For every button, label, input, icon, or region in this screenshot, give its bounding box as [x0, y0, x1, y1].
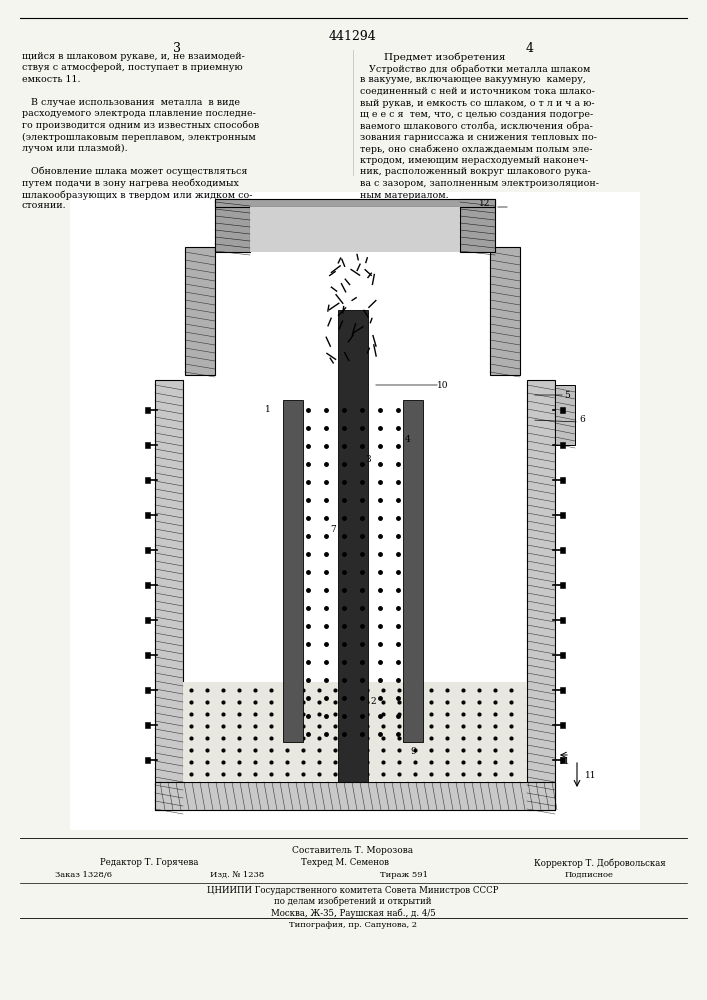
Text: 5: 5	[564, 390, 570, 399]
Text: 3: 3	[366, 456, 370, 464]
Bar	[560, 407, 565, 413]
Text: лучом или плазмой).: лучом или плазмой).	[22, 144, 128, 153]
Text: ваемого шлакового столба, исключения обра-: ваемого шлакового столба, исключения обр…	[360, 121, 593, 131]
Text: го производится одним из известных способов: го производится одним из известных спосо…	[22, 121, 259, 130]
Bar	[145, 477, 150, 483]
Text: вый рукав, и емкость со шлаком, о т л и ч а ю-: вый рукав, и емкость со шлаком, о т л и …	[360, 99, 595, 107]
Text: Устройство для обработки металла шлаком: Устройство для обработки металла шлаком	[360, 64, 590, 74]
Text: Редактор Т. Горячева: Редактор Т. Горячева	[100, 858, 199, 867]
Bar	[183, 682, 527, 782]
Text: Москва, Ж-35, Раушская наб., д. 4/5: Москва, Ж-35, Раушская наб., д. 4/5	[271, 908, 436, 918]
Bar	[403, 400, 423, 742]
Text: Корректор Т. Добровольская: Корректор Т. Добровольская	[534, 858, 666, 867]
Bar	[145, 547, 150, 553]
Bar	[560, 547, 565, 553]
Bar	[560, 722, 565, 728]
Text: В случае использования  металла  в виде: В случае использования металла в виде	[22, 98, 240, 107]
Bar	[490, 247, 520, 375]
Bar	[145, 582, 150, 588]
Text: щ е е с я  тем, что, с целью создания подогре-: щ е е с я тем, что, с целью создания под…	[360, 110, 593, 119]
Text: 4: 4	[405, 436, 411, 444]
Bar	[527, 380, 555, 810]
Text: зования гарниссажа и снижения тепловых по-: зования гарниссажа и снижения тепловых п…	[360, 133, 597, 142]
Text: (электрошлаковым переплавом, электронным: (электрошлаковым переплавом, электронным	[22, 132, 256, 142]
Text: Предмет изобретения: Предмет изобретения	[384, 52, 506, 62]
Text: 10: 10	[437, 380, 449, 389]
Text: путем подачи в зону нагрева необходимых: путем подачи в зону нагрева необходимых	[22, 178, 239, 188]
Bar	[145, 407, 150, 413]
Text: емкость 11.: емкость 11.	[22, 75, 81, 84]
Text: ктродом, имеющим нерасходуемый наконеч-: ктродом, имеющим нерасходуемый наконеч-	[360, 156, 588, 165]
Bar	[560, 617, 565, 623]
Text: 441294: 441294	[329, 30, 377, 43]
Text: 1: 1	[265, 406, 271, 414]
Text: ным материалом.: ным материалом.	[360, 190, 449, 200]
Text: 3: 3	[173, 42, 181, 55]
Bar	[215, 199, 495, 207]
Text: Типография, пр. Сапунова, 2: Типография, пр. Сапунова, 2	[289, 921, 417, 929]
Bar	[70, 192, 640, 830]
Text: Заказ 1328/6: Заказ 1328/6	[55, 871, 112, 879]
Text: ЦНИИПИ Государственного комитета Совета Министров СССР: ЦНИИПИ Государственного комитета Совета …	[207, 886, 498, 895]
Text: 6: 6	[579, 416, 585, 424]
Bar	[145, 687, 150, 693]
Text: 11: 11	[559, 758, 571, 766]
Bar	[560, 477, 565, 483]
Bar	[555, 385, 575, 445]
Text: Обновление шлака может осуществляться: Обновление шлака может осуществляться	[22, 167, 247, 176]
Bar	[145, 722, 150, 728]
Text: соединенный с ней и источником тока шлако-: соединенный с ней и источником тока шлак…	[360, 87, 595, 96]
Text: стоянии.: стоянии.	[22, 202, 66, 211]
Text: ник, расположенный вокруг шлакового рука-: ник, расположенный вокруг шлакового рука…	[360, 167, 591, 176]
Bar	[145, 652, 150, 658]
Bar	[215, 199, 250, 252]
Text: Изд. № 1238: Изд. № 1238	[210, 871, 264, 879]
Bar	[560, 582, 565, 588]
Text: шлакообразующих в твердом или жидком со-: шлакообразующих в твердом или жидком со-	[22, 190, 252, 200]
Bar	[560, 687, 565, 693]
Text: в вакууме, включающее вакуумную  камеру,: в вакууме, включающее вакуумную камеру,	[360, 76, 586, 85]
Bar	[145, 512, 150, 518]
Bar	[283, 400, 303, 742]
Text: 11: 11	[585, 770, 597, 780]
Text: 4: 4	[526, 42, 534, 55]
Bar	[250, 207, 460, 252]
Text: ва с зазором, заполненным электроизоляцион-: ва с зазором, заполненным электроизоляци…	[360, 179, 599, 188]
Bar	[185, 247, 215, 375]
Bar	[460, 199, 495, 252]
Bar	[145, 442, 150, 448]
Text: Техред М. Семенов: Техред М. Семенов	[301, 858, 389, 867]
Bar	[145, 757, 150, 763]
Bar	[155, 782, 555, 810]
Text: ствуя с атмосферой, поступает в приемную: ствуя с атмосферой, поступает в приемную	[22, 64, 243, 73]
Bar	[560, 442, 565, 448]
Text: по делам изобретений и открытий: по делам изобретений и открытий	[274, 897, 432, 906]
Bar	[183, 380, 527, 782]
Bar	[338, 310, 368, 782]
Text: Тираж 591: Тираж 591	[380, 871, 428, 879]
Text: Составитель Т. Морозова: Составитель Т. Морозова	[293, 846, 414, 855]
Text: Подписное: Подписное	[565, 871, 614, 879]
Bar	[560, 652, 565, 658]
Bar	[155, 380, 183, 810]
Text: 7: 7	[330, 526, 336, 534]
Bar	[145, 617, 150, 623]
Text: 2: 2	[370, 698, 376, 706]
Text: терь, оно снабжено охлаждаемым полым эле-: терь, оно снабжено охлаждаемым полым эле…	[360, 144, 592, 154]
Text: расходуемого электрода плавление последне-: расходуемого электрода плавление последн…	[22, 109, 256, 118]
Bar	[560, 512, 565, 518]
Bar	[560, 757, 565, 763]
Text: щийся в шлаковом рукаве, и, не взаимодей-: щийся в шлаковом рукаве, и, не взаимодей…	[22, 52, 245, 61]
Text: 12: 12	[479, 200, 491, 209]
Text: 9: 9	[410, 748, 416, 756]
